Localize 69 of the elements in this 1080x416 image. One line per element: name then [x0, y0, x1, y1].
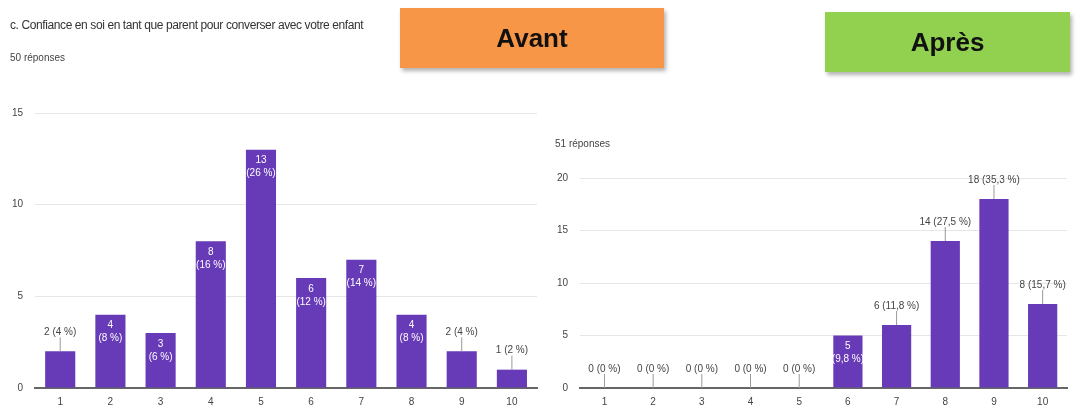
bar [833, 335, 863, 388]
data-label: 6 (11,8 %) [873, 299, 920, 311]
data-label: 7 (14 %) [346, 264, 377, 289]
x-tick-label: 1 [601, 395, 608, 407]
data-label: 0 (0 %) [734, 362, 767, 374]
y-tick-label: 10 [557, 276, 569, 288]
x-tick-label: 8 [408, 395, 415, 407]
x-tick-label: 9 [991, 395, 998, 407]
x-tick-label: 4 [208, 395, 214, 407]
data-label: 4 (8 %) [98, 319, 123, 344]
data-label: 14 (27,5 %) [919, 215, 972, 227]
data-label: 2 (4 %) [44, 326, 77, 338]
x-tick-label: 6 [845, 395, 852, 407]
chart-subtitle: 51 réponses [555, 138, 611, 149]
text: Avant [400, 8, 664, 68]
data-label: 0 (0 %) [783, 362, 816, 374]
y-tick-label: 5 [562, 329, 569, 341]
x-tick-label: 3 [157, 395, 164, 407]
x-tick-label: 10 [506, 395, 518, 407]
x-tick-label: 1 [57, 395, 64, 407]
x-tick-label: 2 [107, 395, 114, 407]
text: Après [825, 12, 1070, 72]
bar [145, 333, 176, 388]
data-label: 1 (2 %) [495, 344, 529, 356]
data-label: 6 (12 %) [296, 282, 326, 307]
bar [979, 199, 1009, 388]
bar [45, 351, 76, 388]
y-tick-label: 20 [557, 171, 569, 183]
data-label: 5 (9,8 %) [831, 340, 865, 365]
x-tick-label: 5 [796, 395, 803, 407]
data-label: 2 (4 %) [445, 326, 478, 338]
x-tick-label: 9 [458, 395, 465, 407]
y-tick-label: 15 [12, 106, 24, 118]
x-tick-label: 6 [308, 395, 315, 407]
y-tick-label: 15 [557, 224, 569, 236]
bar [245, 149, 277, 388]
data-label: 0 (0 %) [588, 362, 621, 374]
data-label: 4 (8 %) [399, 319, 424, 344]
data-label: 0 (0 %) [637, 362, 670, 374]
x-tick-label: 10 [1037, 395, 1049, 407]
bar [346, 259, 377, 388]
x-tick-label: 2 [650, 395, 657, 407]
bar [446, 351, 477, 388]
data-label: 8 (15,7 %) [1019, 278, 1066, 290]
x-tick-label: 7 [893, 395, 900, 407]
bar [881, 325, 912, 388]
x-tick-label: 4 [747, 395, 754, 407]
bar [396, 314, 427, 388]
bar [1028, 304, 1058, 388]
y-tick-label: 5 [17, 290, 24, 302]
chart-title: c. Confiance en soi en tant que parent pour converser avec votre enfant [10, 18, 364, 32]
bar [296, 278, 327, 388]
bar [195, 241, 226, 388]
x-tick-label: 3 [699, 395, 706, 407]
bar [930, 241, 960, 388]
y-tick-label: 0 [562, 381, 569, 393]
chart-subtitle: 50 réponses [10, 52, 66, 63]
data-label: 0 (0 %) [685, 362, 718, 374]
x-tick-label: 8 [942, 395, 949, 407]
data-label: 18 (35,3 %) [968, 173, 1020, 185]
y-tick-label: 0 [17, 381, 24, 393]
data-label: 8 (16 %) [196, 246, 226, 271]
y-tick-label: 10 [12, 198, 24, 210]
x-tick-label: 7 [358, 395, 365, 407]
bar [95, 314, 126, 388]
data-label: 13 (26 %) [246, 154, 276, 179]
x-tick-label: 5 [258, 395, 265, 407]
data-label: 3 (6 %) [148, 337, 173, 362]
bar [496, 369, 527, 388]
